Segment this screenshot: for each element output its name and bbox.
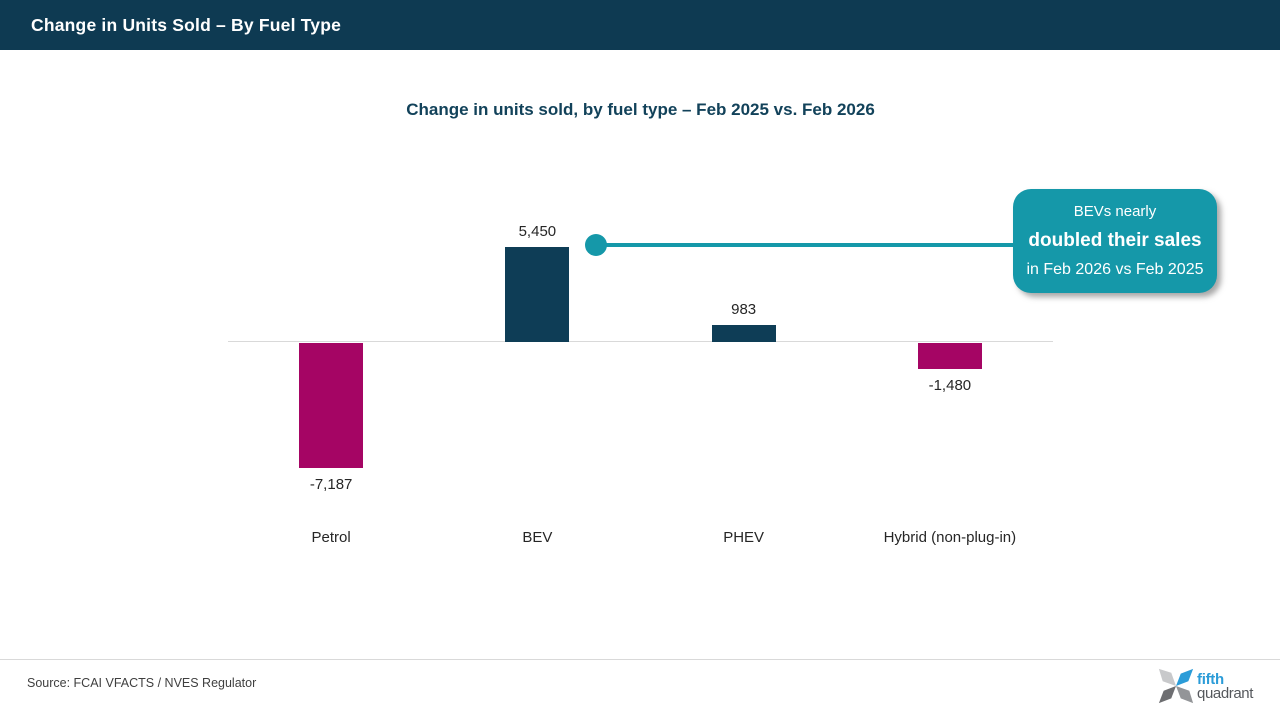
x-axis-label: PHEV (723, 529, 765, 546)
pinwheel-logo-icon (1158, 668, 1194, 704)
x-axis-label: Hybrid (non-plug-in) (883, 529, 1017, 546)
logo-text-fifth: fifth (1197, 670, 1224, 688)
x-axis-label: Petrol (311, 529, 351, 546)
footer-divider (0, 659, 1280, 660)
callout-line-2: doubled their sales (1028, 230, 1202, 251)
callout-line-3: in Feb 2026 vs Feb 2025 (1026, 261, 1204, 278)
source-text: Source: FCAI VFACTS / NVES Regulator (27, 676, 257, 690)
callout-connector-dot (585, 234, 607, 256)
plot-area: -7,187 Petrol 5,450 BEV 983 PHEV -1,480 Hybrid … (228, 150, 1053, 560)
bar-BEV (505, 247, 570, 342)
bar-PHEV (711, 324, 776, 342)
callout-bubble: BEVs nearly doubled their sales in Feb 2… (1013, 189, 1217, 293)
bar-value-label: -1,480 (928, 376, 972, 394)
x-axis-line (228, 341, 1053, 342)
page-title: Change in Units Sold – By Fuel Type (31, 14, 342, 35)
bar-Hybrid (non-plug-in) (917, 343, 982, 369)
bar-value-label: 983 (731, 300, 757, 318)
fifth-quadrant-logo: fifth quadrant (1157, 666, 1253, 706)
bar-value-label: 5,450 (518, 223, 557, 241)
callout-connector-line (596, 243, 1015, 247)
bar-Petrol (299, 343, 364, 468)
callout-line-1: BEVs nearly (1073, 203, 1157, 220)
bar-value-label: -7,187 (309, 475, 353, 493)
chart-title: Change in units sold, by fuel type – Feb… (406, 100, 875, 119)
x-axis-label: BEV (522, 529, 553, 546)
logo-text: fifth quadrant (1197, 672, 1253, 701)
logo-text-quadrant: quadrant (1197, 684, 1254, 702)
header-bar: Change in Units Sold – By Fuel Type (0, 0, 1280, 50)
